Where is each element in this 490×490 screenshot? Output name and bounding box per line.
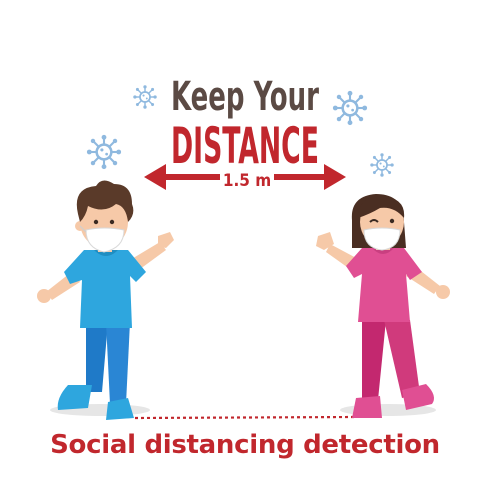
distance-label: 1.5 m: [223, 171, 271, 191]
mask-icon: [363, 227, 401, 251]
caption: Social distancing detection: [50, 430, 440, 460]
virus-icon: [132, 84, 158, 110]
distance-ground-line: [134, 415, 356, 420]
double-arrow-icon: [144, 164, 346, 190]
virus-icon: [85, 133, 123, 171]
virus-icon: [369, 152, 395, 178]
headline-top: Keep Your: [171, 74, 319, 120]
girl-figure: [316, 194, 450, 418]
boy-figure: [37, 180, 174, 420]
headline-main: DISTANCE: [171, 117, 319, 175]
virus-icon: [331, 89, 369, 127]
mask-icon: [85, 227, 125, 253]
